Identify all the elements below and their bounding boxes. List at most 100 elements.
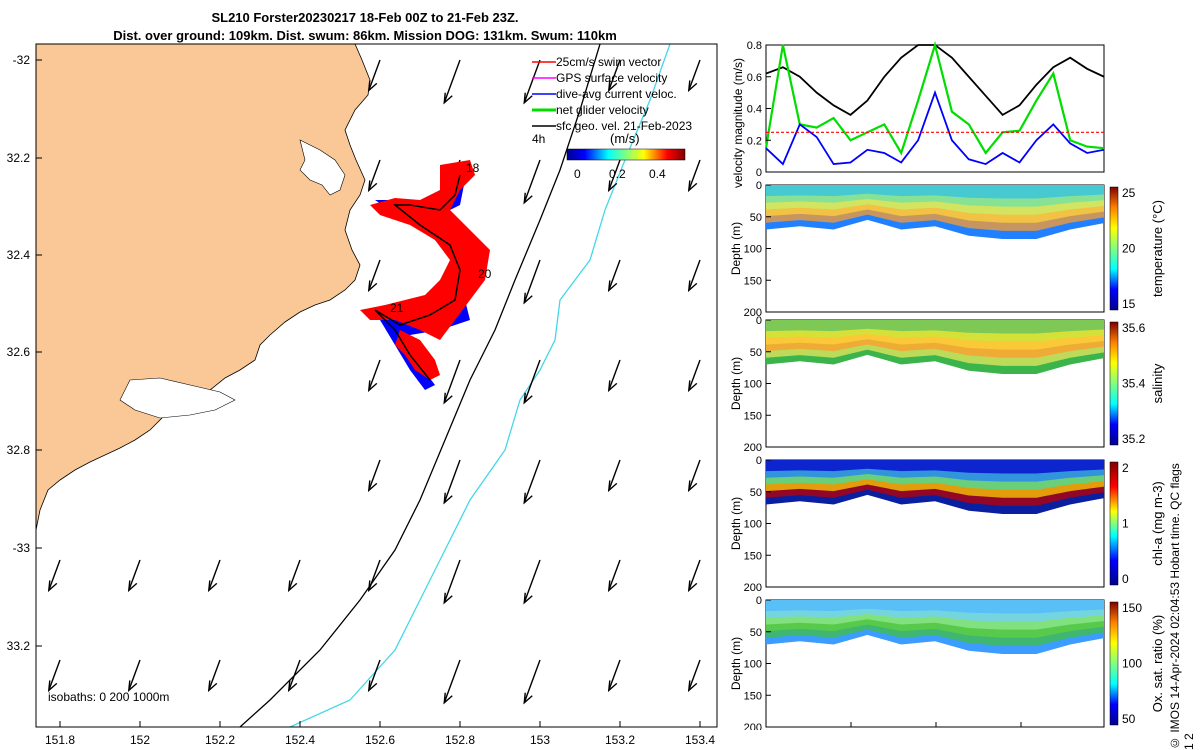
- section-ytick-label-1-3: 150: [744, 410, 762, 422]
- section-ytick-label-0-0: 0: [756, 180, 762, 192]
- glider-track-red: [360, 160, 490, 340]
- vel-ytick-label-3: 0.6: [747, 72, 762, 84]
- track-label-21: 21: [390, 301, 404, 315]
- vel-ytick-label-1: 0.2: [747, 135, 762, 147]
- section-cbar-tick-0-2: 15: [1122, 297, 1136, 311]
- chart-title-line2: Dist. over ground: 109km. Dist. swum: 86…: [113, 28, 617, 43]
- geo-arrow-13: [608, 259, 621, 291]
- geo-arrow-25: [48, 559, 61, 591]
- geo-arrow-30: [443, 559, 461, 603]
- section-ytick-label-2-0: 0: [756, 455, 762, 467]
- section-cbar-tick-0-1: 20: [1122, 242, 1136, 256]
- estuary: [299, 139, 346, 196]
- section-panel-1: 0 50 100 150 200 Depth (m) 35.6 35.4 35.2 salinit…: [730, 315, 1165, 454]
- section-colorbar-3: [1109, 601, 1119, 726]
- geo-arrowhead-8: [607, 180, 618, 193]
- geo-arrowhead-23: [607, 480, 618, 493]
- geo-arrow-8: [608, 159, 621, 191]
- geo-arrow-21: [443, 459, 461, 503]
- map-xtick-label-1: 152: [130, 733, 150, 747]
- vel-series-1: [764, 40, 1105, 156]
- section-cbar-tick-2-2: 0: [1122, 572, 1129, 586]
- geo-arrowhead-27: [207, 580, 218, 593]
- section-cbar-tick-1-0: 35.6: [1122, 321, 1146, 335]
- geo-arrow-32: [608, 559, 621, 591]
- vel-ytick-label-0: 0: [756, 167, 762, 179]
- geo-arrowhead-4: [687, 80, 698, 93]
- section-ylabel-1: Depth (m): [730, 357, 743, 410]
- geo-arrowhead-3: [607, 80, 618, 93]
- geo-arrowhead-17: [523, 392, 533, 405]
- geo-arrow-7: [523, 159, 541, 203]
- map-xtick-label-0: 151.8: [45, 733, 75, 747]
- section-cbar-tick-2-1: 1: [1122, 517, 1129, 531]
- map-ytick-label-0: -32: [13, 53, 31, 67]
- geo-arrow-23: [608, 459, 621, 491]
- map-cbar-tick-2: 0.4: [649, 167, 666, 181]
- glider-track-line: [374, 174, 461, 381]
- geo-arrowhead-30: [443, 592, 453, 605]
- geo-arrow-29: [368, 559, 381, 591]
- geo-arrowhead-42: [687, 680, 698, 693]
- legend-4h: 4h: [532, 132, 545, 146]
- section-ytick-label-0-2: 100: [744, 244, 762, 256]
- geo-arrow-28: [288, 559, 301, 591]
- geo-arrow-18: [608, 359, 621, 391]
- chart-title-line1: SL210 Forster20230217 18-Feb 00Z to 21-F…: [211, 10, 519, 25]
- geo-arrow-33: [688, 559, 701, 591]
- section-ytick-label-1-1: 50: [750, 347, 762, 359]
- section-ytick-label-0-4: 200: [744, 307, 762, 319]
- section-ytick-label-0-1: 50: [750, 212, 762, 224]
- section-cbar-tick-0-0: 25: [1122, 186, 1136, 200]
- section-cbar-tick-1-1: 35.4: [1122, 377, 1146, 391]
- geo-arrowhead-0: [367, 80, 378, 93]
- geo-arrow-20: [368, 459, 381, 491]
- geo-arrow-3: [608, 59, 621, 91]
- velocity-panel: 0 0.2 0.4 0.6 0.8 velocity magnitude (m/s): [731, 40, 1105, 188]
- copyright-note: © IMOS 14-Apr-2024 02:04:53 Hobart time.…: [1168, 463, 1196, 750]
- velocity-y-axis: 0 0.2 0.4 0.6 0.8: [747, 40, 771, 179]
- geo-arrow-14: [688, 259, 701, 291]
- geo-arrowhead-20: [367, 480, 378, 493]
- map-cbar-tick-1: 0.2: [609, 167, 626, 181]
- section-ylabel-3: Depth (m): [730, 637, 743, 690]
- geo-arrowhead-40: [523, 692, 533, 705]
- geo-arrow-34: [48, 659, 61, 691]
- geo-arrow-39: [443, 659, 461, 703]
- map-ytick-label-3: 32.6: [7, 345, 31, 359]
- geo-arrow-0: [368, 59, 381, 91]
- geo-arrowhead-25: [47, 580, 58, 593]
- section-ytick-label-2-3: 150: [744, 550, 762, 562]
- geo-arrowhead-21: [443, 492, 453, 505]
- legend-swim-vector: 25cm/s swim vector: [556, 55, 661, 69]
- geo-arrow-9: [688, 159, 701, 191]
- geo-arrow-37: [288, 659, 301, 691]
- section-ytick-label-3-4: 200: [744, 722, 762, 730]
- velocity-ylabel: velocity magnitude (m/s): [731, 58, 745, 188]
- section-ytick-label-3-2: 100: [744, 659, 762, 671]
- section-ytick-label-0-3: 150: [744, 275, 762, 287]
- geo-arrow-4: [688, 59, 701, 91]
- geo-arrow-10: [368, 259, 381, 291]
- map-ytick-label-2: 32.4: [7, 248, 31, 262]
- map-colorbar: [566, 148, 686, 161]
- geo-arrowhead-28: [287, 580, 298, 593]
- section-ytick-label-1-2: 100: [744, 379, 762, 391]
- geo-arrowhead-15: [367, 380, 378, 393]
- geo-arrow-17: [523, 359, 541, 403]
- geo-arrowhead-38: [367, 680, 378, 693]
- section-panel-0: 0 50 100 150 200 Depth (m) 25 20 15 temperature (…: [730, 180, 1165, 319]
- section-colorbar-1: [1109, 321, 1119, 446]
- geo-arrowhead-37: [287, 680, 298, 693]
- section-cbar-tick-1-2: 35.2: [1122, 432, 1146, 446]
- geo-arrow-36: [208, 659, 221, 691]
- map-ytick-label-4: 32.8: [7, 443, 31, 457]
- section-cbar-tick-2-0: 2: [1122, 461, 1129, 475]
- geo-arrowhead-26: [127, 580, 138, 593]
- map-x-axis: 151.8 152 152.2 152.4 152.6 152.8 153 153.2 153.…: [45, 721, 715, 747]
- geo-arrow-35: [128, 659, 141, 691]
- velocity-series: [764, 40, 1105, 166]
- geo-arrowhead-18: [607, 380, 618, 393]
- geo-arrowhead-16: [443, 392, 453, 405]
